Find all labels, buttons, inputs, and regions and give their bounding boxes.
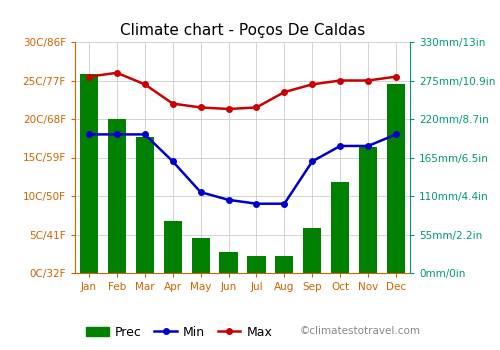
Text: ©climatestotravel.com: ©climatestotravel.com — [300, 326, 421, 336]
Bar — [192, 238, 210, 273]
Bar — [164, 220, 182, 273]
Bar — [276, 256, 293, 273]
Bar — [220, 252, 238, 273]
Title: Climate chart - Poços De Caldas: Climate chart - Poços De Caldas — [120, 23, 365, 38]
Bar — [80, 74, 98, 273]
Bar — [359, 147, 377, 273]
Bar — [331, 182, 349, 273]
Bar — [108, 119, 126, 273]
Bar — [136, 136, 154, 273]
Legend: Prec, Min, Max: Prec, Min, Max — [81, 321, 278, 344]
Bar — [303, 228, 322, 273]
Bar — [387, 84, 405, 273]
Bar — [248, 256, 266, 273]
